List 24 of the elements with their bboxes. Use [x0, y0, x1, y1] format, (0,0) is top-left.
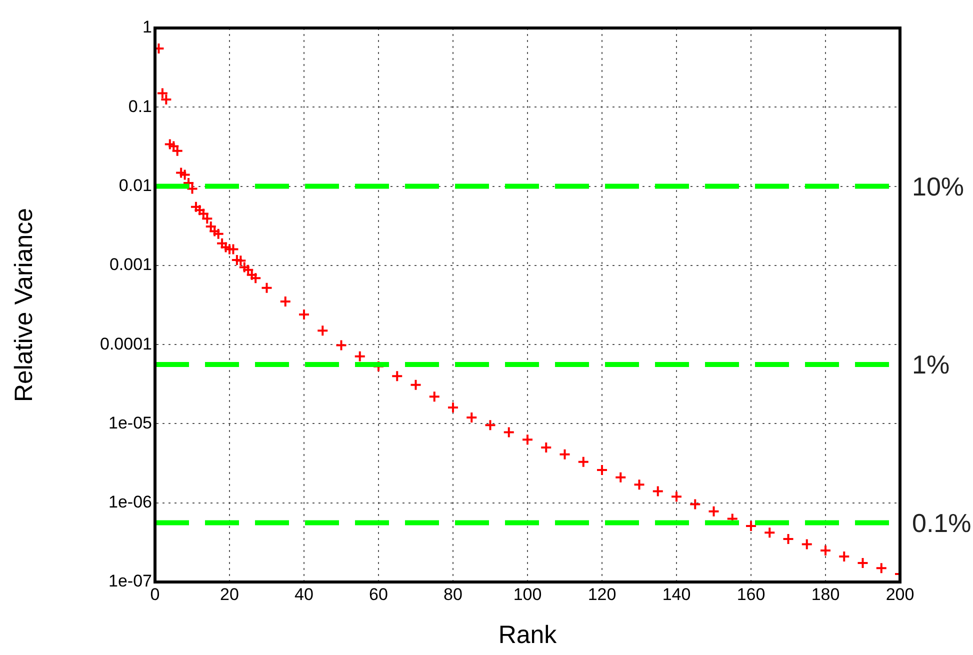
y-tick-label: 1e-05 — [108, 413, 152, 432]
x-tick-label: 200 — [886, 584, 914, 604]
text: 1% — [912, 350, 950, 380]
x-tick-label: 60 — [369, 584, 388, 604]
x-tick-label: 20 — [220, 584, 239, 604]
x-axis-title: Rank — [498, 620, 558, 649]
y-tick-label: 0.01 — [118, 176, 152, 195]
y-tick-label: 1e-06 — [108, 492, 152, 512]
x-tick-label: 140 — [662, 584, 691, 604]
y-axis-title: Relative Variance — [10, 208, 38, 402]
y-tick-label: 0.0001 — [100, 334, 152, 354]
y-tick-label: 0.1 — [128, 96, 152, 116]
text: 0.1% — [912, 508, 972, 538]
x-tick-label: 80 — [444, 584, 462, 604]
x-tick-label: 160 — [736, 584, 766, 604]
y-tick-label: 1e-07 — [108, 572, 152, 591]
x-tick-label: 100 — [513, 584, 542, 604]
y-tick-label: 1 — [142, 18, 152, 37]
y-tick-label: 0.001 — [109, 255, 152, 274]
x-tick-label: 180 — [811, 584, 840, 604]
x-tick-label: 0 — [150, 584, 160, 604]
text: 10% — [912, 171, 964, 202]
x-tick-label: 40 — [294, 584, 314, 604]
x-tick-label: 120 — [588, 584, 616, 604]
